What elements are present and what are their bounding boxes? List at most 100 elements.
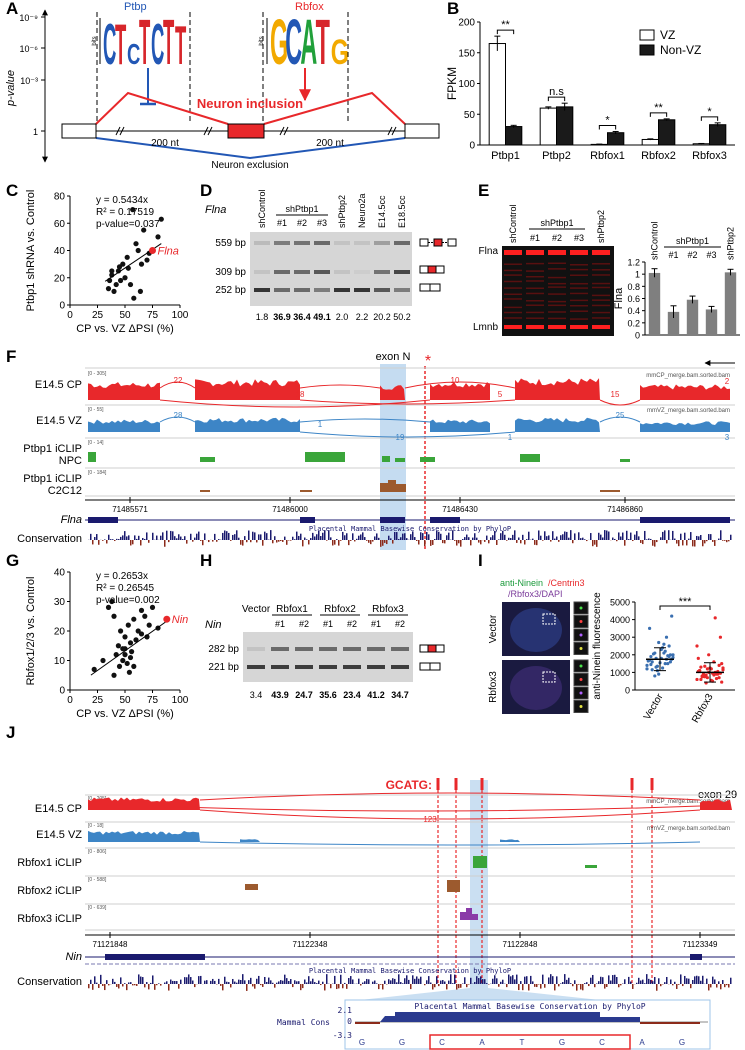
lane-label: shPtbp2	[596, 210, 606, 243]
conservation-bar	[684, 532, 686, 540]
conservation-bar	[252, 984, 254, 987]
conservation-bar	[672, 984, 674, 986]
coordinate: 71486860	[607, 505, 643, 514]
conservation-bar	[224, 530, 226, 540]
conservation-bar	[556, 976, 558, 984]
conservation-bar	[124, 983, 126, 984]
conservation-bar	[660, 984, 662, 987]
conservation-bar	[552, 531, 554, 540]
conservation-bar	[152, 975, 154, 984]
logo-axis-label: bits	[92, 36, 98, 45]
conservation-bar	[456, 984, 458, 990]
point	[115, 268, 121, 274]
conservation-bar	[560, 535, 562, 540]
conservation-bar	[388, 979, 390, 984]
band	[548, 250, 566, 255]
dot	[717, 663, 721, 667]
conservation-bar	[458, 984, 460, 989]
logo-letter: G	[270, 7, 288, 79]
conservation-bar	[730, 977, 732, 984]
band	[295, 647, 313, 651]
conservation-bar	[534, 984, 536, 987]
highlight-point	[149, 247, 156, 254]
conservation-bar	[228, 532, 230, 540]
significance-bracket	[649, 112, 668, 117]
conservation-bar	[278, 981, 280, 984]
conservation-bar	[342, 984, 344, 989]
conservation-bar	[422, 533, 424, 540]
conservation-bar	[604, 530, 606, 540]
dot	[653, 674, 657, 678]
point	[127, 281, 134, 288]
x-tick-label: Ptbp1	[491, 150, 520, 162]
conservation-bar	[122, 984, 124, 987]
conservation-bar	[700, 534, 702, 540]
point	[138, 631, 145, 637]
significance-bracket	[598, 124, 617, 130]
conservation-bar	[270, 530, 272, 540]
inset-spot	[579, 620, 583, 623]
psi: 1.8	[256, 312, 269, 322]
conservation-bar	[426, 980, 428, 984]
axis-label: anti-Ninein fluorescence	[592, 592, 603, 700]
y-tick-label: 0.4	[627, 306, 640, 316]
conservation-bar	[440, 980, 442, 984]
sequence-letter: C	[439, 1038, 445, 1047]
conservation-bar	[404, 533, 406, 540]
conservation-bar	[266, 981, 268, 984]
dot	[703, 664, 707, 668]
motif-site	[436, 778, 440, 790]
conservation-bar	[262, 540, 264, 546]
psi: 23.4	[343, 690, 361, 700]
annotation: R² = 0.17519	[96, 207, 155, 218]
group-label: shPtbp1	[285, 204, 318, 214]
conservation-bar	[600, 534, 602, 540]
conservation-bar	[424, 984, 426, 986]
inset-label: Mammal Cons	[277, 1018, 330, 1027]
conservation-bar	[310, 981, 312, 984]
conservation-bar	[224, 976, 226, 984]
dot	[668, 660, 673, 664]
group-label: Rbfox1	[276, 604, 308, 615]
bar	[641, 138, 659, 146]
gel	[502, 246, 614, 336]
faint-band	[548, 282, 566, 285]
lane-label: #1	[277, 218, 287, 228]
motif-box	[429, 1034, 631, 1050]
junction-count: 25	[616, 411, 625, 420]
conservation-bar	[412, 975, 414, 984]
conservation-bar	[278, 540, 280, 542]
conservation-bar	[624, 540, 626, 546]
band	[592, 250, 610, 255]
y-tick-label: 20	[54, 273, 66, 284]
inset-tick: -3.3	[333, 1031, 352, 1040]
legend-swatch	[639, 44, 655, 56]
conservation-bar	[156, 535, 158, 540]
y-tick-label: 50	[464, 110, 476, 121]
conservation-bar	[254, 984, 256, 989]
conservation-bar	[194, 984, 196, 988]
isoform	[427, 265, 437, 274]
conservation-bar	[200, 540, 202, 541]
inset-conservation	[380, 1012, 640, 1022]
conservation-bar	[252, 531, 254, 540]
conservation-bar	[98, 540, 100, 545]
conservation-bar	[170, 530, 172, 540]
isoform	[419, 265, 429, 274]
conservation-bar	[682, 984, 684, 987]
y-tick-label: 30	[54, 597, 66, 608]
conservation-bar	[512, 534, 514, 540]
conservation-bar	[410, 534, 412, 540]
conservation-bar	[434, 984, 436, 988]
conservation-bar	[130, 540, 132, 546]
conservation-bar	[416, 540, 418, 541]
y-tick-label: 1	[635, 270, 640, 280]
iclip-peak	[388, 480, 396, 492]
conservation-bar	[608, 531, 610, 540]
conservation-bar	[434, 539, 436, 540]
conservation-bar	[274, 536, 276, 540]
conservation-bar	[704, 540, 706, 544]
conservation-bar	[330, 984, 332, 989]
inset-spot	[579, 633, 583, 637]
conservation-bar	[260, 534, 262, 540]
